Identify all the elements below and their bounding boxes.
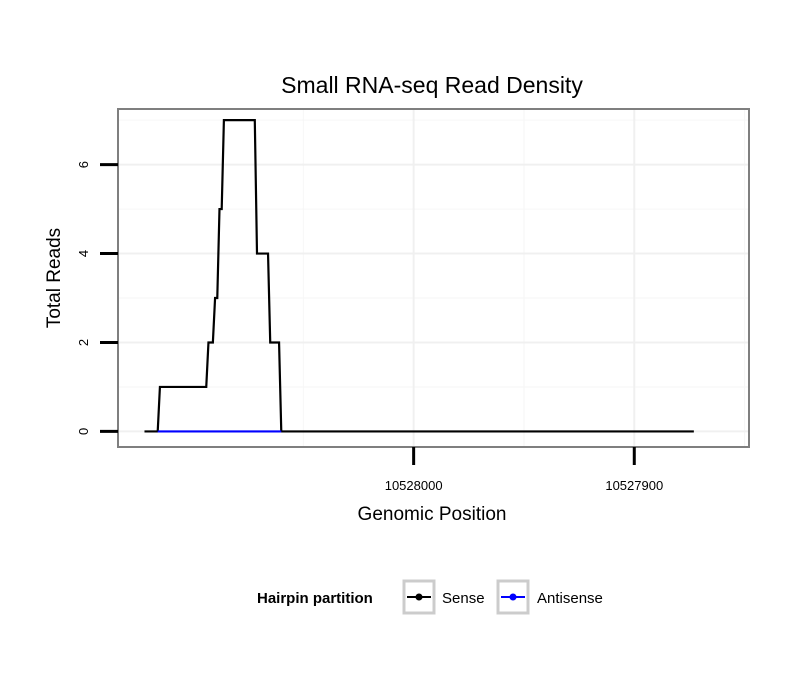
- legend: Hairpin partition Sense Antisense: [257, 579, 603, 615]
- grid: [118, 109, 749, 447]
- legend-dot-sense: [415, 593, 423, 601]
- y-tick-label: 0: [76, 428, 91, 435]
- legend-item-sense: Sense: [402, 579, 485, 615]
- y-tick-label: 2: [76, 339, 91, 346]
- ticks-layer: 0 2 4 6 10528000 10527900: [76, 161, 663, 493]
- legend-item-antisense: Antisense: [496, 579, 603, 615]
- x-axis-title: Genomic Position: [358, 504, 507, 525]
- legend-label-sense: Sense: [442, 590, 485, 607]
- legend-dot-antisense: [509, 593, 517, 601]
- series-layer: [144, 119, 694, 433]
- x-tick-label: 10527900: [605, 478, 663, 493]
- chart-title: Small RNA-seq Read Density: [281, 72, 583, 98]
- y-tick-label: 6: [76, 161, 91, 168]
- legend-title: Hairpin partition: [257, 590, 373, 607]
- plot-panel: [117, 108, 750, 448]
- series-line-sense: [144, 119, 694, 433]
- x-tick-label: 10528000: [385, 478, 443, 493]
- y-tick-label: 4: [76, 250, 91, 257]
- legend-label-antisense: Antisense: [537, 590, 603, 607]
- y-axis-title: Total Reads: [44, 228, 65, 328]
